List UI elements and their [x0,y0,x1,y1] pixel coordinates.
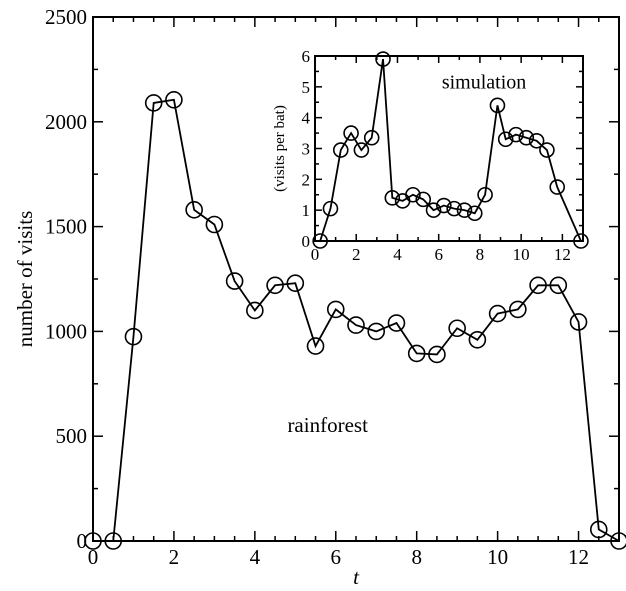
x-tick-label: 4 [250,545,261,569]
inset-data-point [528,132,545,149]
data-point [407,344,426,363]
data-point [266,276,284,295]
x-tick-label: 10 [487,545,508,569]
y-tick-label: 1500 [45,215,87,239]
data-point [246,301,264,320]
y-tick-label: 500 [56,424,88,448]
inset-data-point [332,142,349,158]
data-point [569,313,588,331]
data-point [610,532,626,550]
inset-data-point [436,197,452,214]
inset-data-point [573,233,589,249]
inset-data-point [477,186,493,203]
inset-data-point [456,202,473,218]
data-point [144,94,163,112]
x-tick-label: 0 [88,545,99,569]
data-point [165,90,183,109]
inset-data-point [446,200,462,217]
inset-y-tick-label: 3 [302,140,311,159]
x-tick-label: 6 [331,545,342,569]
data-point [488,304,507,323]
data-point [286,274,305,292]
y-tick-label: 0 [77,529,88,553]
data-point [448,319,466,338]
inset-data-point [405,186,421,203]
inset-data-point [353,142,370,158]
inset-data-point [363,129,380,146]
data-point [84,532,102,550]
data-point [225,272,244,290]
y-axis-title: number of visits [13,211,37,348]
data-point [104,532,123,550]
data-point [347,316,365,334]
inset-x-tick-label: 10 [513,245,530,264]
inset-y-tick-label: 2 [302,170,311,189]
inset-annotation-label: simulation [442,71,526,93]
data-point [468,330,487,349]
inset-y-tick-label: 0 [302,232,311,251]
x-tick-label: 12 [568,545,589,569]
data-point [387,314,406,332]
inset-data-point [425,202,442,218]
inset-y-tick-label: 1 [302,201,311,220]
inset-y-tick-label: 6 [302,47,311,66]
x-tick-label: 2 [169,545,180,569]
data-point [589,520,608,539]
inset-data-point [497,131,514,148]
x-axis-title: t [353,565,360,589]
inset-x-tick-label: 2 [352,245,361,264]
inset-data-point [466,205,483,222]
inset-y-tick-label: 4 [302,109,311,128]
inset-data-point [322,200,339,217]
inset-y-tick-label: 5 [302,78,311,97]
inset-x-tick-label: 12 [554,245,571,264]
inset-data-point [508,126,524,143]
inset-data-point [518,129,535,146]
inset-data-point [415,191,432,208]
x-tick-label: 8 [411,545,422,569]
data-point [205,215,224,234]
data-point [549,276,568,295]
data-point [326,300,345,319]
data-point [428,345,446,364]
inset-data-point [489,97,506,114]
annotation-label: rainforest [287,413,368,437]
data-point [509,300,527,319]
series-line [93,98,620,542]
data-point [124,327,143,346]
inset-series-line [319,58,582,242]
inset-data-point [343,125,359,141]
plot-frame [92,16,620,542]
y-tick-label: 2000 [45,110,87,134]
inset-data-point [375,51,391,67]
inset-x-tick-label: 6 [434,245,443,264]
inset-y-axis-title: (visits per bat) [272,105,288,192]
data-point [306,337,325,355]
inset-x-tick-label: 0 [311,245,320,264]
data-point [529,276,547,295]
inset-data-point [539,142,555,158]
inset-data-point [312,233,328,249]
y-tick-label: 2500 [45,5,87,29]
data-point [367,322,386,341]
y-tick-label: 1000 [45,319,87,343]
inset-x-tick-label: 8 [476,245,485,264]
inset-x-tick-label: 4 [393,245,402,264]
inset-data-point [384,190,401,206]
inset-data-point [549,179,566,195]
data-point [185,201,203,219]
